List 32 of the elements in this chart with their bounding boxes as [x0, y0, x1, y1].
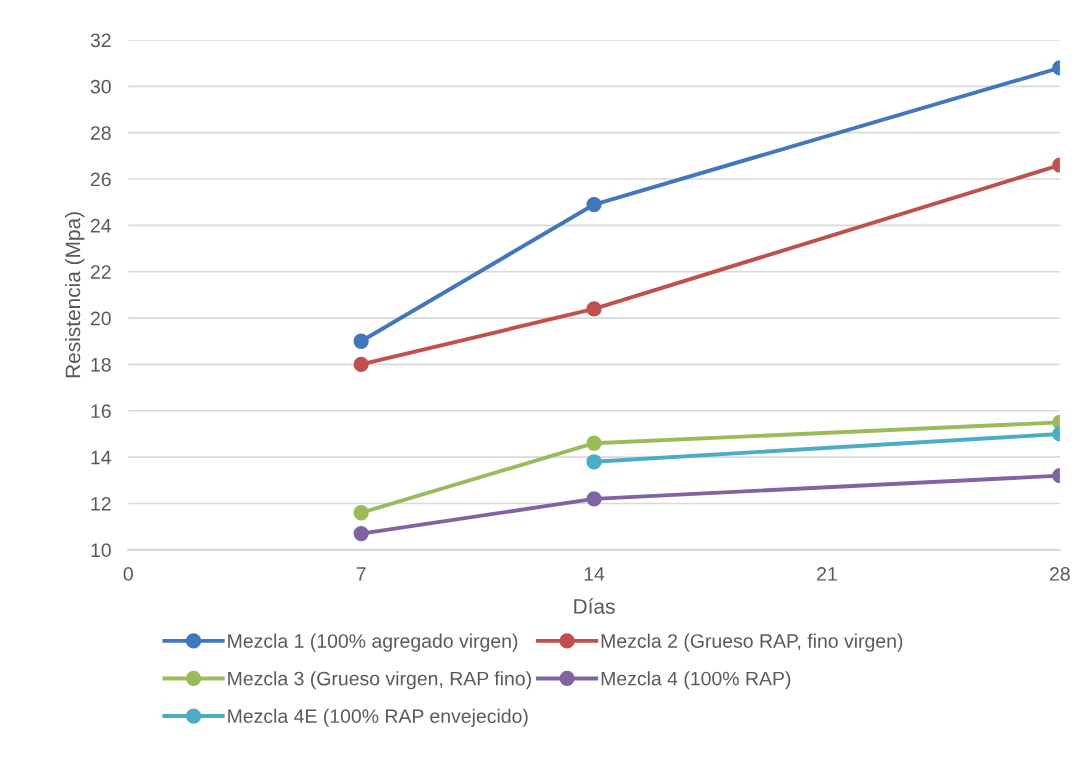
point	[586, 301, 602, 317]
y-tick-label: 18	[91, 357, 111, 372]
y-tick-label: 14	[91, 450, 112, 465]
y-tick-label: 22	[90, 265, 111, 279]
point	[353, 333, 369, 349]
point	[353, 505, 369, 521]
point	[586, 435, 602, 451]
y-tick-label: 24	[90, 218, 112, 233]
y-tick-label: 10	[91, 543, 111, 558]
legend-label: Mezcla 1 (100% agregado virgen)	[228, 633, 518, 652]
y-tick-label: 12	[91, 496, 111, 511]
x-tick-label: 0	[123, 567, 133, 581]
y-tick-label: 20	[90, 311, 111, 326]
point	[586, 491, 602, 507]
x-tick-label: 21	[817, 567, 837, 581]
y-tick-label: 26	[90, 172, 111, 187]
y-tick-label: 32	[90, 33, 111, 48]
y-axis-title: Resistencia (Mpa)	[65, 212, 85, 378]
y-tick-label: 28	[90, 126, 111, 140]
legend-label: Mezcla 2 (Grueso RAP, fino virgen)	[601, 633, 903, 652]
legend-label: Mezcla 4E (100% RAP envejecido)	[228, 708, 528, 727]
x-tick-label: 14	[584, 567, 605, 581]
legend-label: Mezcla 4 (100% RAP)	[601, 671, 791, 690]
point	[353, 356, 369, 373]
point	[586, 196, 602, 213]
x-tick-label: 7	[356, 567, 366, 581]
x-tick-label: 28	[1049, 567, 1070, 581]
legend-label: Mezcla 3 (Grueso virgen, RAP fino)	[228, 671, 531, 690]
point	[353, 525, 369, 542]
y-tick-label: 16	[91, 404, 111, 419]
x-axis-title: Días	[574, 598, 615, 614]
y-tick-label: 30	[90, 79, 111, 94]
